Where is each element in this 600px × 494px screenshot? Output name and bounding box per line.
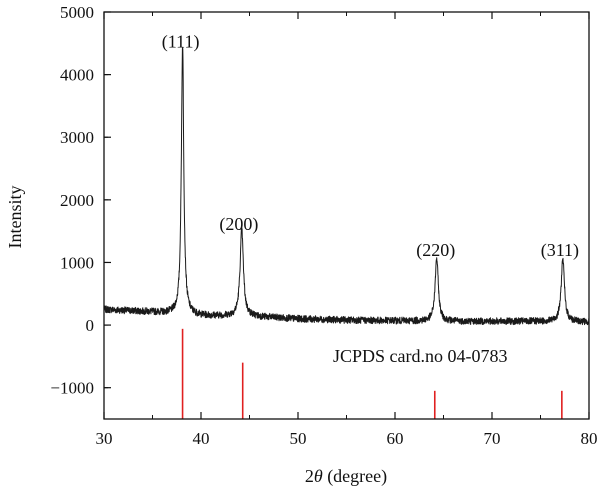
y-tick-label: 1000 — [60, 253, 94, 272]
y-tick-label: 4000 — [60, 66, 94, 85]
labels: JCPDS card.no 04-0783 Intensity 2θ (degr… — [5, 32, 579, 487]
peak-label: (220) — [416, 240, 455, 261]
y-tick-label: −1000 — [50, 379, 94, 398]
x-tick-label: 50 — [290, 429, 307, 448]
x-axis-title-prefix: 2 — [305, 466, 314, 486]
x-axis-title-suffix: (degree) — [323, 466, 387, 487]
y-tick-label: 0 — [86, 316, 95, 335]
y-axis-title: Intensity — [5, 186, 25, 249]
x-tick-label: 70 — [484, 429, 501, 448]
x-tick-label: 30 — [96, 429, 113, 448]
series-group — [103, 47, 590, 326]
peak-label: (311) — [541, 240, 579, 261]
x-tick-label: 60 — [387, 429, 404, 448]
x-axis-title-symbol: θ — [314, 466, 323, 486]
reference-lines — [181, 328, 563, 419]
x-tick-label: 80 — [581, 429, 598, 448]
reference-label: JCPDS card.no 04-0783 — [333, 346, 508, 366]
y-tick-label: 3000 — [60, 128, 94, 147]
xrd-pattern-line — [103, 47, 590, 326]
peak-label: (200) — [219, 214, 258, 235]
x-tick-label: 40 — [193, 429, 210, 448]
y-tick-label: 5000 — [60, 3, 94, 22]
axes: 30 40 50 60 70 80 −1000 0 1000 2000 3000 4000 5000 — [50, 3, 597, 448]
y-tick-label: 2000 — [60, 191, 94, 210]
x-axis-title: 2θ (degree) — [305, 466, 387, 487]
peak-label: (111) — [162, 32, 200, 53]
